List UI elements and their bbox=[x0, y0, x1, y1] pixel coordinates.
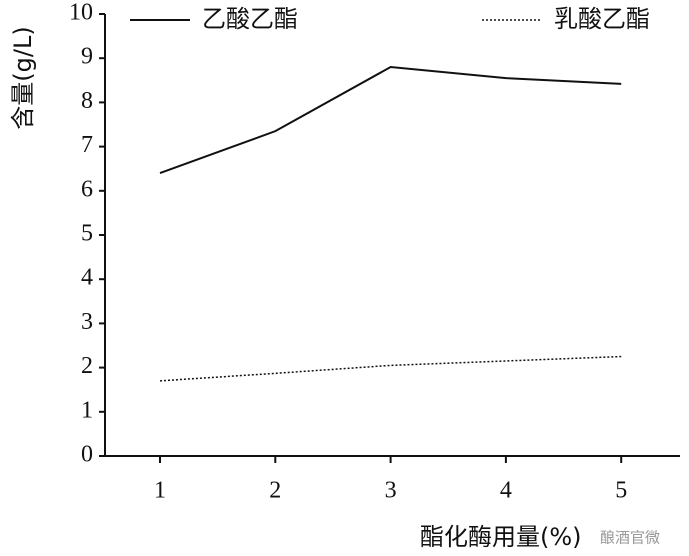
x-tick-label: 5 bbox=[615, 478, 627, 504]
x-tick-label: 1 bbox=[154, 478, 166, 504]
y-tick-label: 10 bbox=[69, 0, 93, 26]
legend-label: 乳酸乙酯 bbox=[554, 5, 650, 33]
legend-label: 乙酸乙酯 bbox=[202, 5, 298, 33]
x-axis-title: 酯化酶用量(%) bbox=[420, 523, 582, 551]
y-tick-label: 4 bbox=[81, 265, 93, 291]
y-tick-label: 3 bbox=[81, 309, 93, 335]
y-axis-title: 含量(g/L) bbox=[9, 26, 37, 129]
y-tick-label: 1 bbox=[81, 397, 93, 423]
y-tick-label: 9 bbox=[81, 44, 93, 70]
series-line bbox=[159, 355, 622, 382]
y-tick-label: 6 bbox=[81, 176, 93, 202]
y-tick-label: 0 bbox=[81, 442, 93, 468]
series-line bbox=[159, 66, 622, 175]
y-tick-label: 2 bbox=[81, 353, 93, 379]
x-tick-label: 3 bbox=[385, 478, 397, 504]
y-tick-label: 5 bbox=[81, 221, 93, 247]
y-tick-label: 8 bbox=[81, 88, 93, 114]
watermark: 酿酒官微 bbox=[600, 529, 660, 547]
y-tick-label: 7 bbox=[81, 132, 93, 158]
x-tick-label: 2 bbox=[269, 478, 281, 504]
x-tick-label: 4 bbox=[500, 478, 512, 504]
